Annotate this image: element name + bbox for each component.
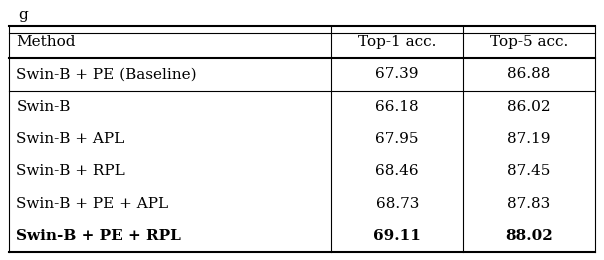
- Text: 67.39: 67.39: [376, 68, 419, 81]
- Text: Swin-B + PE + APL: Swin-B + PE + APL: [16, 197, 169, 211]
- Text: 67.95: 67.95: [376, 132, 419, 146]
- Text: Top-5 acc.: Top-5 acc.: [490, 35, 568, 49]
- Text: 86.88: 86.88: [507, 68, 551, 81]
- Text: Top-1 acc.: Top-1 acc.: [358, 35, 437, 49]
- Text: Swin-B: Swin-B: [16, 100, 71, 114]
- Text: 66.18: 66.18: [376, 100, 419, 114]
- Text: 87.83: 87.83: [507, 197, 551, 211]
- Text: 87.45: 87.45: [507, 164, 551, 178]
- Text: Swin-B + PE + RPL: Swin-B + PE + RPL: [16, 229, 181, 243]
- Text: 69.11: 69.11: [373, 229, 421, 243]
- Text: Swin-B + APL: Swin-B + APL: [16, 132, 124, 146]
- Text: 86.02: 86.02: [507, 100, 551, 114]
- Text: 68.73: 68.73: [376, 197, 419, 211]
- Text: Swin-B + PE (Baseline): Swin-B + PE (Baseline): [16, 68, 197, 81]
- Text: 88.02: 88.02: [505, 229, 553, 243]
- Text: Method: Method: [16, 35, 76, 49]
- Text: 68.46: 68.46: [376, 164, 419, 178]
- Text: 87.19: 87.19: [507, 132, 551, 146]
- Text: Swin-B + RPL: Swin-B + RPL: [16, 164, 125, 178]
- Text: g: g: [18, 8, 28, 22]
